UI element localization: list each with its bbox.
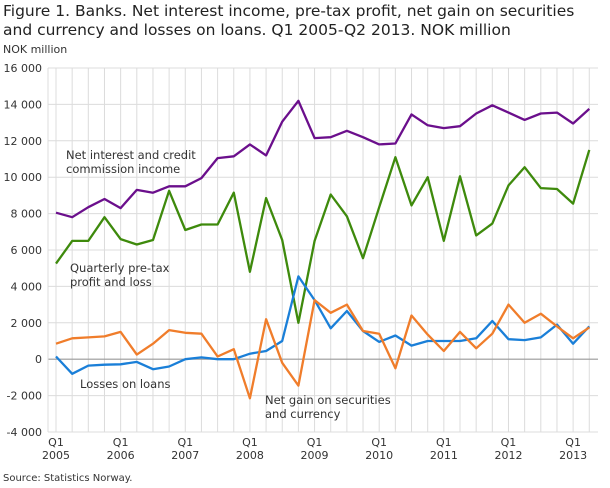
- chart-title: Figure 1. Banks. Net interest income, pr…: [3, 2, 575, 39]
- x-tick-label: Q1: [177, 436, 193, 449]
- series-label: commission income: [66, 162, 180, 176]
- series-label: Losses on loans: [80, 377, 170, 391]
- y-tick-label: 4 000: [11, 280, 43, 293]
- x-tick-label: Q1: [242, 436, 258, 449]
- series-line-1: [55, 149, 591, 324]
- x-tick-label: 2009: [301, 449, 329, 462]
- y-tick-label: 8 000: [11, 208, 43, 221]
- x-tick-label: 2012: [494, 449, 522, 462]
- x-tick-label: 2010: [365, 449, 393, 462]
- y-tick-label: 10 000: [4, 171, 43, 184]
- y-tick-label: 16 000: [4, 62, 43, 75]
- y-axis-label: NOK million: [3, 43, 68, 56]
- x-tick-label: Q1: [307, 436, 323, 449]
- series-line-2: [55, 275, 591, 375]
- series-label: profit and loss: [70, 275, 152, 289]
- series-label: and currency: [265, 407, 341, 421]
- x-tick-label: Q1: [501, 436, 517, 449]
- y-tick-label: 14 000: [4, 98, 43, 111]
- x-tick-label: 2011: [430, 449, 458, 462]
- x-tick-label: Q1: [436, 436, 452, 449]
- x-tick-label: 2007: [171, 449, 199, 462]
- y-tick-label: 2 000: [11, 317, 43, 330]
- y-tick-label: 0: [35, 353, 42, 366]
- x-tick-label: 2008: [236, 449, 264, 462]
- series-line-0: [55, 99, 591, 219]
- x-tick-label: Q1: [565, 436, 581, 449]
- y-tick-label: -2 000: [7, 390, 42, 403]
- y-tick-label: -4 000: [7, 426, 42, 439]
- series-label: Net interest and credit: [66, 148, 196, 162]
- source-note: Source: Statistics Norway.: [3, 473, 133, 484]
- x-tick-label: Q1: [371, 436, 387, 449]
- y-tick-label: 12 000: [4, 135, 43, 148]
- x-tick-label: 2005: [42, 449, 70, 462]
- y-tick-label: 6 000: [11, 244, 43, 257]
- x-tick-label: 2006: [107, 449, 135, 462]
- x-tick-label: 2013: [559, 449, 587, 462]
- series-label: Quarterly pre-tax: [70, 261, 170, 275]
- x-tick-label: Q1: [48, 436, 64, 449]
- series-label: Net gain on securities: [265, 393, 391, 407]
- series-line-3: [55, 298, 590, 400]
- x-tick-label: Q1: [113, 436, 129, 449]
